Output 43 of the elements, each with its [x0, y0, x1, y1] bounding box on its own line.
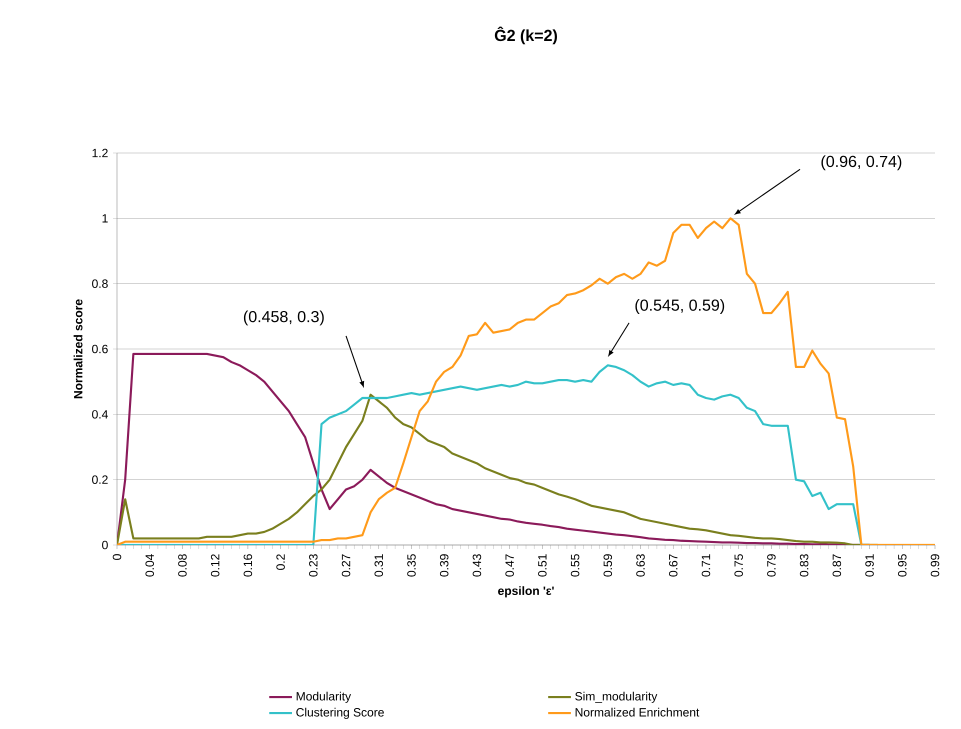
chart-title: Ĝ2 (k=2)	[494, 26, 557, 44]
annotation: (0.96, 0.74)	[821, 155, 902, 170]
x-axis-title: epsilon 'ε'	[498, 586, 554, 598]
y-tick-label: 0.2	[92, 475, 108, 484]
x-tick-label: 0.23	[309, 554, 318, 577]
x-tick-label: 0.91	[865, 554, 874, 577]
legend-label: Sim_modularity	[575, 692, 658, 703]
legend-label: Clustering Score	[296, 708, 384, 719]
x-tick-label: 0.87	[832, 554, 842, 577]
x-tick-label: 0	[112, 554, 122, 560]
y-tick-label: 1	[102, 214, 108, 222]
x-tick-label: 0.63	[636, 554, 645, 577]
x-tick-label: 0.67	[668, 554, 678, 577]
legend-label: Normalized Enrichment	[576, 708, 700, 717]
x-tick-label: 0.59	[604, 554, 612, 577]
x-tick-label: 0.51	[538, 554, 547, 577]
x-tick-label: 0.83	[800, 554, 808, 577]
x-tick-label: 0.79	[767, 554, 776, 577]
x-tick-label: 0.39	[440, 554, 448, 577]
x-tick-label: 0.99	[930, 554, 940, 577]
x-tick-label: 0.71	[702, 554, 710, 577]
annotation: (0.545, 0.59)	[635, 299, 724, 314]
x-tick-label: 0.31	[374, 554, 384, 577]
x-tick-label: 0.75	[734, 554, 743, 577]
x-tick-label: 0.12	[210, 554, 220, 577]
x-tick-label: 0.27	[342, 554, 350, 577]
y-axis-title: Normalized score	[74, 299, 82, 398]
annotation: (0.458, 0.3)	[244, 310, 324, 326]
y-tick-label: 0.6	[92, 344, 108, 354]
x-tick-label: 0.47	[505, 554, 514, 577]
y-tick-label: 0	[102, 540, 108, 550]
x-tick-label: 0.2	[276, 554, 285, 570]
y-tick-label: 0.4	[92, 410, 108, 419]
x-tick-label: 0.04	[145, 554, 154, 577]
y-tick-label: 0.8	[92, 279, 108, 288]
legend-label: Modularity	[296, 692, 352, 703]
y-tick-label: 1.2	[92, 148, 108, 158]
x-tick-label: 0.16	[244, 554, 252, 577]
x-tick-label: 0.55	[570, 554, 580, 577]
x-tick-label: 0.35	[407, 554, 416, 577]
x-tick-label: 0.95	[898, 554, 907, 577]
x-tick-label: 0.08	[178, 554, 187, 577]
x-tick-label: 0.43	[472, 554, 482, 577]
